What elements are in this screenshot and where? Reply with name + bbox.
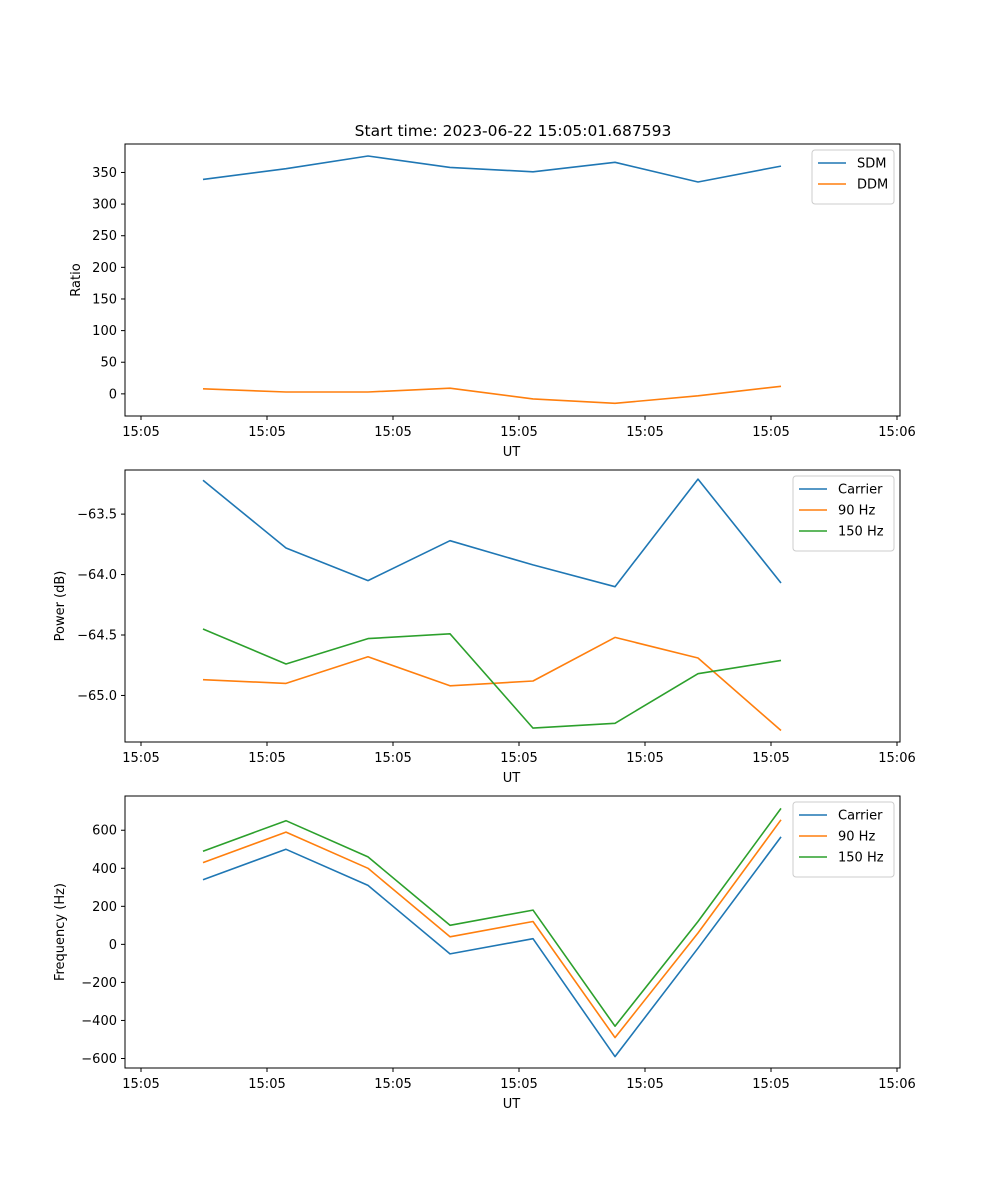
y-tick-label: −65.0 [77, 689, 117, 704]
x-tick-label: 15:06 [878, 751, 915, 766]
legend-label: SDM [857, 157, 886, 172]
legend-label: 90 Hz [838, 830, 875, 845]
series-line-90-hz [202, 819, 782, 1039]
y-tick-label: 350 [92, 166, 117, 181]
y-tick-label: −600 [81, 1052, 117, 1067]
legend: Carrier 90 Hz 150 Hz [792, 475, 895, 552]
y-tick-label: 250 [92, 229, 117, 244]
x-tick-label: 15:05 [248, 1077, 285, 1092]
y-tick-label: 400 [92, 862, 117, 877]
series-line-carrier [202, 478, 782, 588]
series-line-90-hz [202, 636, 782, 732]
legend-label: 150 Hz [838, 525, 884, 540]
x-tick-label: 15:05 [374, 751, 411, 766]
y-axis-label: Power (dB) [53, 571, 68, 642]
x-tick-label: 15:06 [878, 425, 915, 440]
x-tick-label: 15:05 [122, 1077, 159, 1092]
series-line-sdm [202, 155, 782, 183]
x-tick-label: 15:06 [878, 1077, 915, 1092]
y-tick-label: −64.0 [77, 568, 117, 583]
y-tick-label: 50 [100, 356, 117, 371]
y-axis-label: Ratio [69, 263, 84, 296]
y-axis-label: Frequency (Hz) [53, 883, 68, 981]
legend-label: 90 Hz [838, 504, 875, 519]
x-tick-label: 15:05 [626, 425, 663, 440]
y-tick-label: −200 [81, 976, 117, 991]
y-tick-label: 200 [92, 900, 117, 915]
legend-label: Carrier [838, 809, 883, 824]
x-axis-label: UT [503, 1097, 521, 1112]
legend-label: Carrier [838, 483, 883, 498]
legend-label: DDM [857, 178, 888, 193]
legend-label: 150 Hz [838, 851, 884, 866]
y-tick-label: 300 [92, 198, 117, 213]
x-tick-label: 15:05 [626, 751, 663, 766]
y-tick-label: 200 [92, 261, 117, 276]
x-tick-label: 15:05 [626, 1077, 663, 1092]
y-tick-label: 600 [92, 824, 117, 839]
panel-1: 15:05 15:05 15:05 15:05 15:05 15:05 15:06 0 50 10… [69, 143, 916, 460]
x-tick-label: 15:05 [122, 751, 159, 766]
panel-2: 15:05 15:05 15:05 15:05 15:05 15:05 15:06 −63.5… [53, 469, 916, 786]
series-line-150-hz [202, 628, 782, 729]
x-tick-label: 15:05 [374, 1077, 411, 1092]
axes-frame [124, 143, 901, 417]
x-tick-label: 15:05 [500, 751, 537, 766]
x-tick-label: 15:05 [122, 425, 159, 440]
x-axis-label: UT [503, 445, 521, 460]
panel-3: 15:05 15:05 15:05 15:05 15:05 15:05 15:06 600 40… [53, 795, 916, 1112]
y-tick-label: −63.5 [77, 508, 117, 523]
x-tick-label: 15:05 [500, 1077, 537, 1092]
figure-title: Start time: 2023-06-22 15:05:01.687593 [355, 122, 672, 140]
axes-frame [124, 469, 901, 743]
y-tick-label: 0 [109, 387, 117, 402]
y-tick-label: 100 [92, 324, 117, 339]
x-axis-label: UT [503, 771, 521, 786]
x-tick-label: 15:05 [248, 751, 285, 766]
series-line-150-hz [202, 807, 782, 1027]
series-line-carrier [202, 836, 782, 1058]
y-tick-label: 0 [109, 938, 117, 953]
y-tick-label: 150 [92, 292, 117, 307]
x-tick-label: 15:05 [752, 1077, 789, 1092]
legend-box [792, 475, 895, 552]
x-tick-label: 15:05 [752, 425, 789, 440]
x-tick-label: 15:05 [374, 425, 411, 440]
series-line-ddm [202, 385, 782, 405]
x-tick-label: 15:05 [500, 425, 537, 440]
x-tick-label: 15:05 [752, 751, 789, 766]
y-tick-label: −64.5 [77, 629, 117, 644]
x-tick-label: 15:05 [248, 425, 285, 440]
legend-box [792, 801, 895, 878]
legend: SDM DDM [811, 149, 895, 205]
axes-frame [124, 795, 901, 1069]
legend: Carrier 90 Hz 150 Hz [792, 801, 895, 878]
y-tick-label: −400 [81, 1014, 117, 1029]
